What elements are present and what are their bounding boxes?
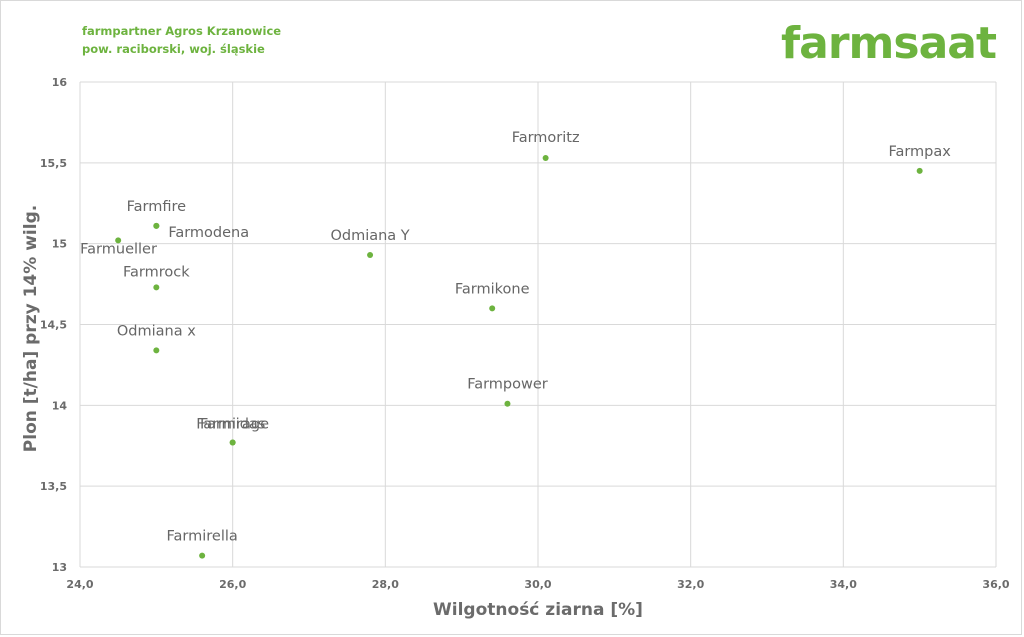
y-tick-label: 15,5 [40,157,67,170]
x-tick-label: 24,0 [66,578,93,591]
x-tick-label: 26,0 [219,578,246,591]
data-point [916,167,923,174]
x-tick-label: 32,0 [677,578,704,591]
data-label: Odmiana x [117,323,196,339]
data-points [115,154,923,559]
data-point [115,237,122,244]
y-tick-label: 15 [52,238,67,251]
data-point [153,284,160,291]
data-point [199,552,206,559]
data-label: Farmirella [167,529,238,545]
header-line-2: pow. raciborski, woj. śląskie [82,42,265,56]
x-tick-labels: 24,0 26,0 28,0 30,0 32,0 34,0 36,0 [66,578,1009,591]
x-tick-label: 30,0 [524,578,551,591]
data-label: Farmidas [200,417,265,433]
x-axis-title: Wilgotność ziarna [%] [433,600,643,620]
data-label: Farmpower [467,377,548,393]
data-point [504,400,511,407]
data-point [153,222,160,229]
data-label: Farmpax [888,144,951,160]
chart-header: farmpartner Agros Krzanowice pow. racibo… [82,22,281,58]
data-label: Farmodena [168,225,249,241]
y-tick-labels: 13 13,5 14 14,5 15 15,5 16 [40,76,67,574]
x-tick-label: 28,0 [372,578,399,591]
data-labels: Farmoritz Farmpax Farmfire Farmodena Farmuel… [80,130,951,545]
data-label: Odmiana Y [330,228,409,244]
data-label: Farmfire [127,199,187,215]
data-point [489,305,496,312]
data-point [542,154,549,161]
data-point [229,439,236,446]
y-tick-label: 13 [52,561,67,574]
grid-lines [79,81,997,568]
data-label: Farmrock [123,264,190,280]
y-tick-label: 16 [52,76,68,89]
farmsaat-logo: farmsaat [781,18,997,69]
data-point [153,347,160,354]
y-tick-label: 14 [52,399,68,412]
y-tick-label: 14,5 [40,319,67,332]
data-label: Farmueller [80,241,157,257]
y-axis-title: Plon [t/ha] przy 14% wilg. [21,205,41,452]
data-point [367,251,374,258]
data-label: Farmikone [455,281,530,297]
x-tick-label: 36,0 [982,578,1009,591]
data-label: Farmirage [196,417,269,433]
header-line-1: farmpartner Agros Krzanowice [82,24,282,38]
x-tick-label: 34,0 [830,578,857,591]
data-label: Farmoritz [512,130,580,146]
y-tick-label: 13,5 [40,480,67,493]
